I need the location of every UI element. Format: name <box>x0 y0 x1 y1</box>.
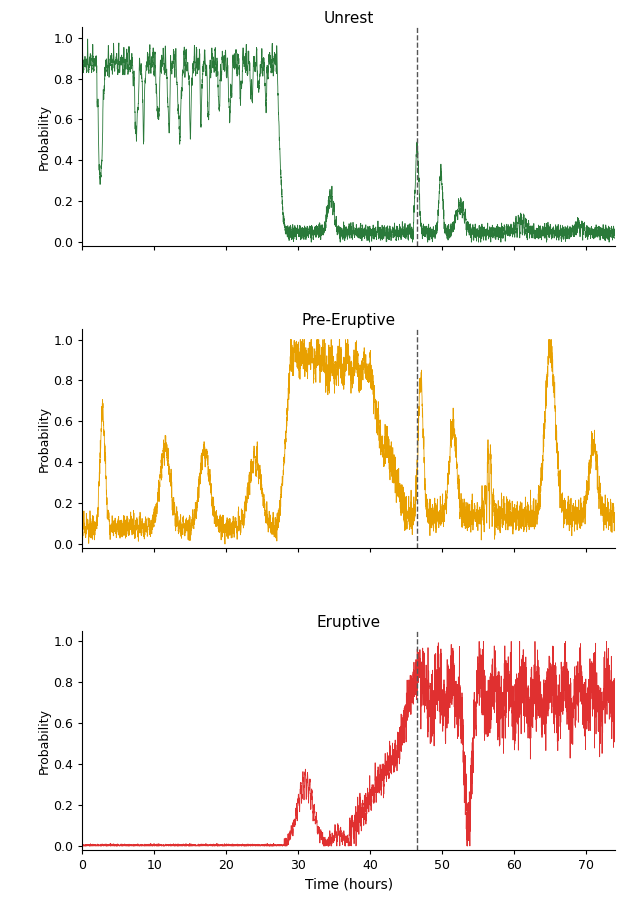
Y-axis label: Probability: Probability <box>37 104 51 170</box>
Title: Pre-Eruptive: Pre-Eruptive <box>302 314 396 328</box>
Title: Eruptive: Eruptive <box>316 615 381 630</box>
Y-axis label: Probability: Probability <box>37 406 51 472</box>
Y-axis label: Probability: Probability <box>37 707 51 773</box>
X-axis label: Time (hours): Time (hours) <box>305 877 392 891</box>
Title: Unrest: Unrest <box>323 11 374 27</box>
